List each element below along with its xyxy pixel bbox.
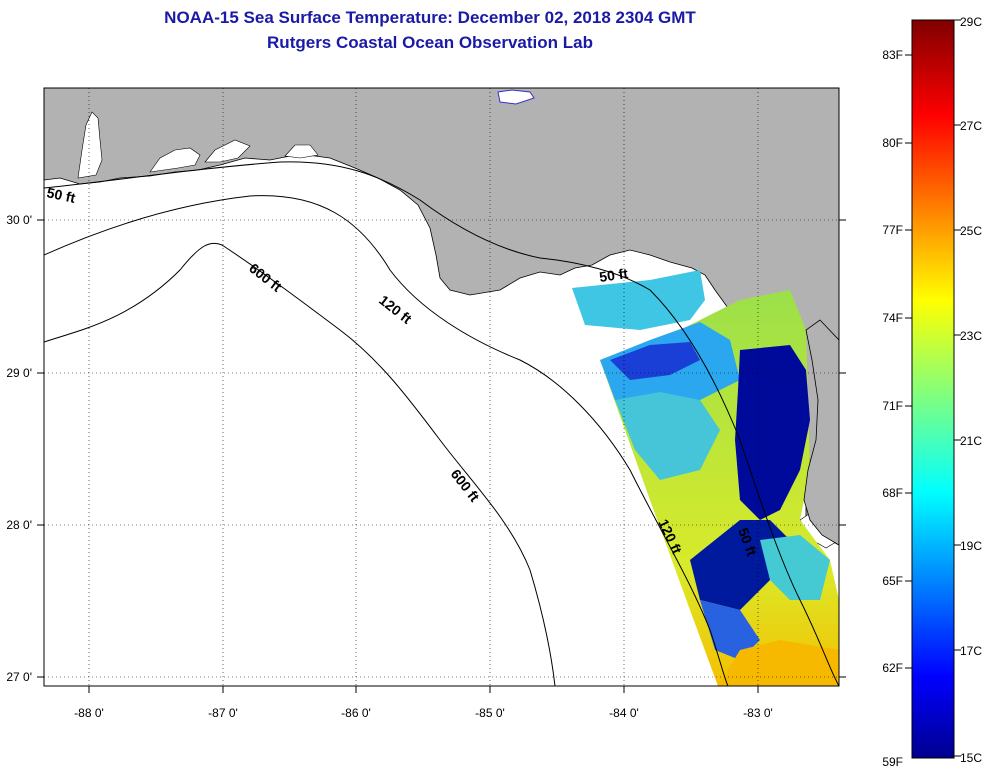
colorbar-label-f: 74F	[882, 311, 903, 325]
colorbar-label-c: 27C	[960, 119, 982, 133]
map-subtitle: Rutgers Coastal Ocean Observation Lab	[267, 33, 593, 52]
florida-peninsula	[803, 88, 839, 546]
colorbar-label-c: 19C	[960, 539, 982, 553]
depth-contours	[44, 161, 839, 686]
mobile-bay	[77, 111, 103, 179]
y-tick-28: 28 0'	[6, 518, 32, 532]
colorbar	[911, 19, 955, 759]
map-title: NOAA-15 Sea Surface Temperature: Decembe…	[164, 8, 696, 27]
x-tick-87: -87 0'	[208, 706, 238, 720]
axis-ticks	[37, 219, 846, 693]
pensacola-bay	[149, 147, 201, 173]
sst-swath	[572, 270, 839, 686]
colorbar-label-f: 71F	[882, 399, 903, 413]
inland-lake	[497, 89, 535, 105]
colorbar-label-c: 23C	[960, 329, 982, 343]
contour-50ft	[44, 161, 839, 686]
colorbar-label-c: 21C	[960, 434, 982, 448]
colorbar-label-f: 68F	[882, 486, 903, 500]
colorbar-label-f: 80F	[882, 136, 903, 150]
colorbar-label-c: 17C	[960, 644, 982, 658]
y-tick-29: 29 0'	[6, 366, 32, 380]
colorbar-label-f: 65F	[882, 574, 903, 588]
y-tick-27: 27 0'	[6, 670, 32, 684]
x-tick-83: -83 0'	[743, 706, 773, 720]
label-50ft-east: 50 ft	[598, 265, 629, 285]
colorbar-label-f: 59F	[882, 755, 903, 769]
colorbar-label-f: 77F	[882, 223, 903, 237]
st-andrew-bay	[284, 144, 319, 159]
colorbar-label-f: 62F	[882, 661, 903, 675]
x-tick-86: -86 0'	[341, 706, 371, 720]
contour-120ft	[44, 195, 729, 686]
graticule	[44, 88, 839, 686]
x-tick-84: -84 0'	[609, 706, 639, 720]
colorbar-label-c: 29C	[960, 15, 982, 29]
choctawhatchee-bay	[204, 139, 251, 163]
colorbar-label-f: 83F	[882, 48, 903, 62]
x-tick-85: -85 0'	[475, 706, 505, 720]
colorbar-label-c: 25C	[960, 224, 982, 238]
map-border	[43, 87, 840, 687]
contour-600ft	[44, 242, 556, 686]
y-tick-30: 30 0'	[6, 213, 32, 227]
label-50ft-west: 50 ft	[45, 184, 77, 206]
colorbar-ticks	[905, 19, 961, 757]
x-tick-88: -88 0'	[74, 706, 104, 720]
colorbar-label-c: 15C	[960, 751, 982, 765]
